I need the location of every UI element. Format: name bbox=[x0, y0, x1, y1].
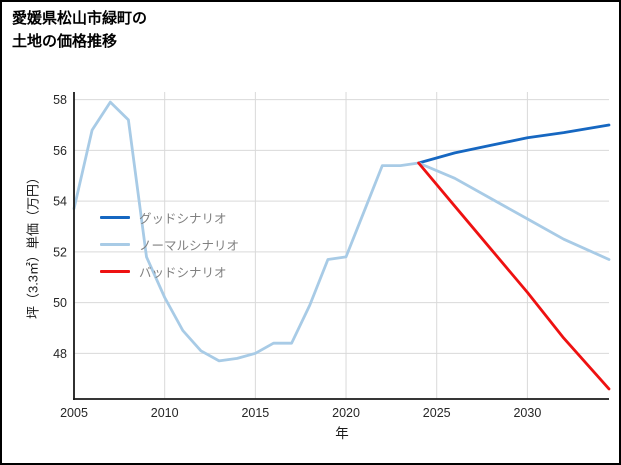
series-line-good bbox=[417, 123, 611, 165]
y-tick-label: 52 bbox=[53, 245, 67, 259]
x-tick-label: 2025 bbox=[423, 406, 451, 420]
legend-item-bad: バッドシナリオ bbox=[100, 258, 239, 285]
chart-title: 愛媛県松山市緑町の 土地の価格推移 bbox=[12, 8, 147, 53]
chart-legend: グッドシナリオ ノーマルシナリオ バッドシナリオ bbox=[100, 204, 239, 285]
x-tick-label: 2030 bbox=[513, 406, 541, 420]
chart-title-line1: 愛媛県松山市緑町の bbox=[12, 10, 148, 27]
y-axis-label: 坪（3.3㎡）単価（万円） bbox=[25, 170, 41, 320]
legend-swatch-good bbox=[100, 216, 130, 219]
x-tick-label: 2005 bbox=[60, 406, 88, 420]
legend-swatch-normal bbox=[100, 243, 130, 246]
legend-label-normal: ノーマルシナリオ bbox=[139, 239, 240, 253]
legend-item-normal: ノーマルシナリオ bbox=[100, 231, 239, 258]
y-tick-label: 58 bbox=[53, 93, 67, 107]
x-tick-label: 2010 bbox=[151, 406, 179, 420]
y-tick-label: 56 bbox=[53, 144, 67, 158]
series-line-normal bbox=[72, 100, 611, 363]
legend-item-good: グッドシナリオ bbox=[100, 204, 239, 231]
y-tick-label: 54 bbox=[53, 195, 67, 209]
series-line-bad bbox=[417, 161, 611, 391]
x-tick-label: 2020 bbox=[332, 406, 360, 420]
y-tick-label: 50 bbox=[53, 296, 67, 310]
x-axis-label: 年 bbox=[335, 426, 349, 441]
chart-title-line2: 土地の価格推移 bbox=[12, 32, 118, 50]
legend-label-bad: バッドシナリオ bbox=[139, 266, 227, 280]
y-tick-label: 48 bbox=[53, 347, 67, 361]
x-tick-label: 2015 bbox=[241, 406, 269, 420]
legend-label-good: グッドシナリオ bbox=[139, 212, 227, 226]
legend-swatch-bad bbox=[100, 270, 130, 273]
